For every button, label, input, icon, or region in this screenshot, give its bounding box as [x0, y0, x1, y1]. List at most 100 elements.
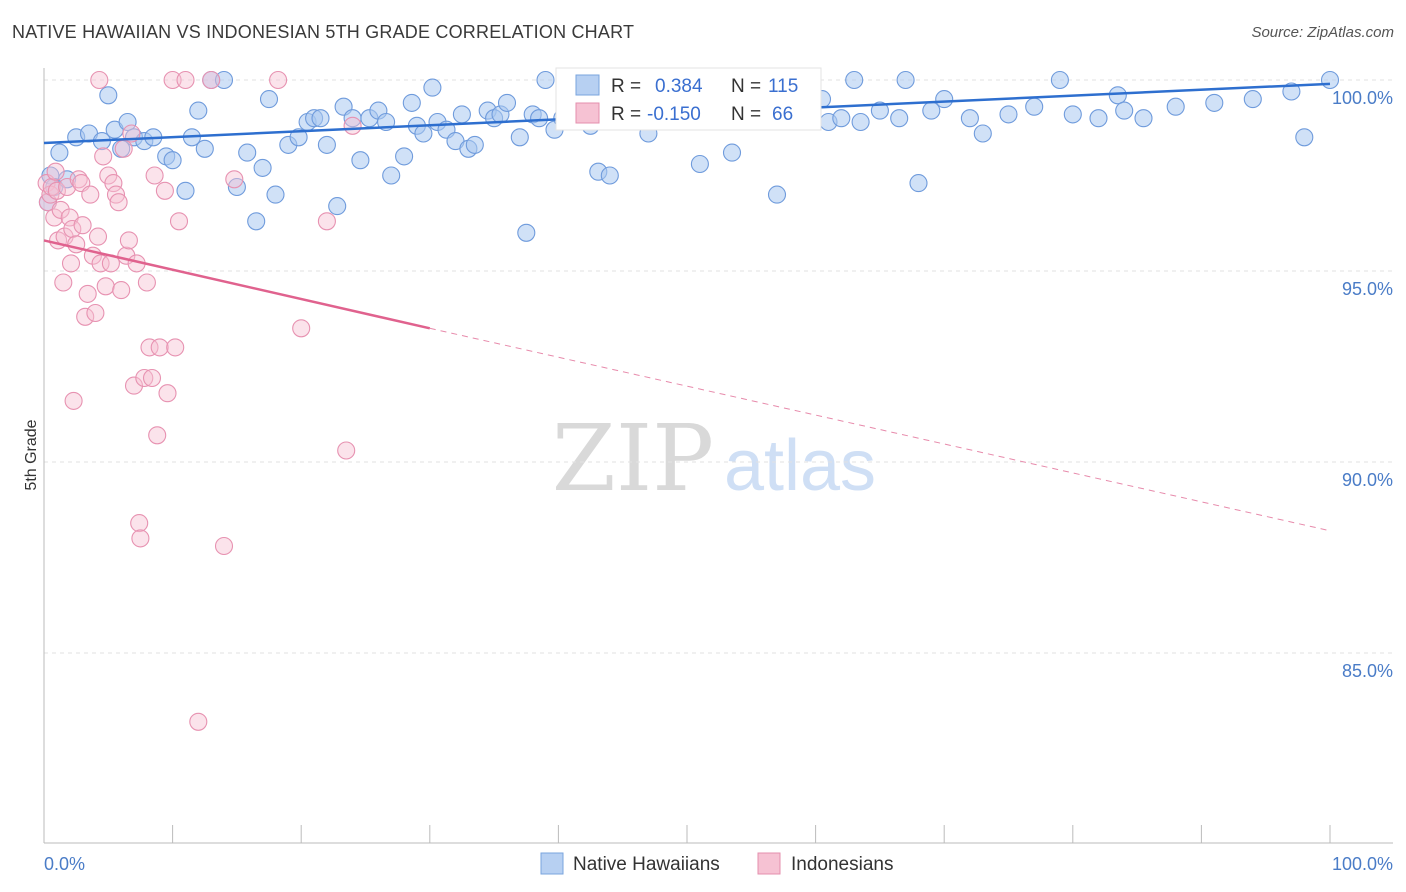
legend-background [555, 67, 822, 131]
native-hawaiian-point [1166, 97, 1185, 116]
indonesian-point [269, 70, 288, 90]
indonesian-point [130, 514, 149, 533]
gridlines [44, 79, 1393, 654]
indonesian-point [131, 529, 150, 548]
legend-n-label-2: N = [731, 104, 761, 125]
native-hawaiian-point [317, 135, 336, 154]
indonesian-point [158, 384, 177, 403]
native-hawaiian-point [1063, 105, 1082, 124]
native-hawaiian-point [247, 212, 266, 231]
native-hawaiian-point [1320, 70, 1340, 90]
y-tick-label: 100.0% [1332, 88, 1393, 108]
indonesian-point [292, 319, 311, 338]
native-hawaiian-point [1295, 128, 1314, 147]
indonesian-trendline [43, 239, 431, 330]
indonesian-point [166, 338, 185, 357]
legend-n-value-2: 66 [772, 104, 793, 125]
indonesian-point [112, 281, 131, 300]
native-hawaiian-point [973, 124, 992, 143]
native-hawaiian-point [870, 101, 889, 120]
native-hawaiian-point [690, 154, 709, 174]
indonesian-point [189, 712, 208, 731]
native-hawaiian-point [253, 158, 272, 177]
indonesian-point [104, 174, 123, 193]
native-hawaiian-point [402, 93, 421, 112]
legend-n-value-1: 115 [768, 76, 798, 97]
indonesian-point [109, 193, 128, 212]
indonesian-point [96, 277, 115, 296]
legend-n-label-1: N = [731, 76, 761, 97]
native-hawaiian-point [452, 105, 471, 124]
indonesian-point [86, 303, 105, 323]
native-hawaiian-point [1089, 109, 1108, 128]
native-hawaiian-point [351, 151, 370, 170]
indonesian-point [142, 368, 162, 388]
indonesian-point [155, 181, 174, 200]
source-text: Source: ZipAtlas.com [1251, 24, 1394, 41]
indonesian-point [90, 70, 109, 90]
indonesian-point [176, 70, 195, 90]
chart-title: NATIVE HAWAIIAN VS INDONESIAN 5TH GRADE … [12, 22, 635, 42]
native-hawaiian-point [238, 143, 257, 162]
indonesian-point [47, 181, 66, 200]
indonesian-point [73, 216, 92, 235]
native-hawaiian-point [414, 124, 433, 143]
native-hawaiian-point [510, 128, 529, 147]
native-hawaiian-point [851, 112, 870, 132]
native-hawaiian-point [1050, 70, 1069, 90]
indonesian-point [137, 273, 156, 292]
bottom-legend-label-2: Indonesians [791, 854, 893, 875]
native-hawaiian-point [536, 70, 555, 90]
y-axis-label: 5th Grade [23, 419, 40, 490]
bottom-legend-swatch-blue [540, 852, 564, 875]
native-hawaiian-point [845, 70, 864, 90]
indonesian-point [225, 170, 244, 189]
native-hawaiian-point [890, 109, 909, 128]
y-tick-labels: 100.0% 95.0% 90.0% 85.0% [1332, 88, 1393, 681]
native-hawaiian-point [1134, 109, 1153, 128]
y-tick-label: 85.0% [1342, 661, 1393, 681]
y-tick-label: 90.0% [1342, 470, 1393, 490]
watermark-atlas: atlas [724, 426, 876, 506]
native-hawaiian-point [382, 166, 401, 185]
indonesian-point [214, 536, 234, 556]
native-hawaiian-point [163, 151, 182, 170]
native-hawaiian-point [1243, 90, 1262, 109]
indonesian-point [63, 219, 82, 239]
points [37, 70, 1340, 731]
native-hawaiian-point [259, 90, 279, 109]
indonesian-point [124, 376, 144, 395]
indonesian-point [76, 307, 95, 326]
indonesian-point [78, 284, 97, 303]
indonesian-point [169, 212, 189, 231]
native-hawaiian-point [722, 143, 742, 162]
bottom-legend-swatch-pink [757, 852, 781, 875]
indonesian-point [94, 147, 113, 166]
native-hawaiian-point [423, 78, 442, 97]
indonesian-point [148, 426, 167, 445]
native-hawaiian-point [1282, 82, 1301, 101]
native-hawaiian-point [1205, 93, 1224, 112]
native-hawaiian-point [530, 109, 549, 128]
indonesian-point [135, 368, 154, 388]
indonesian-point [88, 227, 108, 246]
native-hawaiian-point [517, 223, 536, 242]
legend-r-value-2: -0.150 [647, 104, 701, 125]
native-hawaiian-point [50, 143, 69, 162]
native-hawaiian-point [311, 109, 330, 128]
legend-swatch-pink [575, 102, 600, 124]
y-tick-label: 95.0% [1342, 279, 1393, 299]
indonesian-point [163, 70, 182, 90]
indonesian-point [119, 231, 138, 250]
indonesian-point [114, 139, 133, 158]
native-hawaiian-point [214, 70, 234, 90]
x-tick-start: 0.0% [44, 854, 85, 874]
native-hawaiian-point [1108, 86, 1127, 105]
native-hawaiian-point [266, 185, 285, 204]
legend-r-label-1: R = [611, 76, 641, 97]
x-tick-marks [43, 825, 1331, 843]
native-hawaiian-point [195, 139, 214, 158]
x-tick-end: 100.0% [1332, 854, 1393, 874]
indonesian-point [140, 338, 159, 357]
